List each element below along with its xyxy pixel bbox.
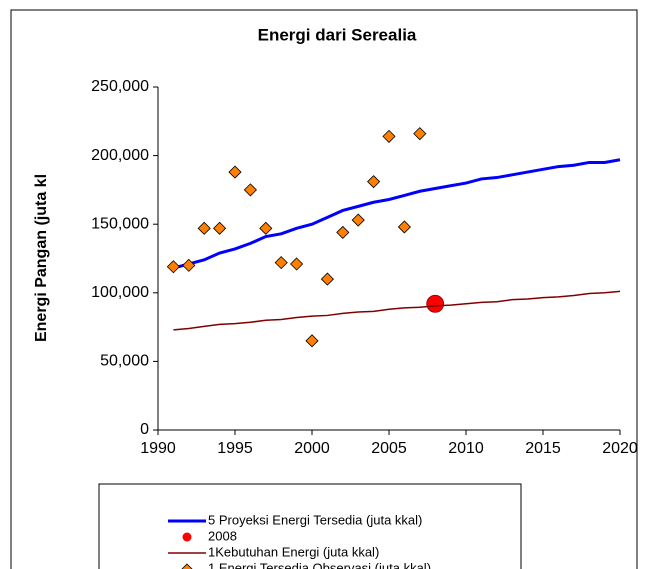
y-tick-label: 200,000 [91,147,149,164]
series-line [173,290,621,331]
legend-label: 1 Energi Tersedia Observasi (juta kkal) [208,560,431,569]
point [305,334,319,348]
point [166,260,180,274]
point [243,183,257,197]
x-tick-label: 1990 [140,440,176,457]
chart-frame [10,9,638,569]
point [259,221,273,235]
point [382,129,396,143]
point [351,213,365,227]
point [213,221,227,235]
point [182,258,196,272]
point [397,220,411,234]
x-tick-label: 2010 [448,440,484,457]
legend-label: 2008 [208,528,237,543]
x-tick-label: 2015 [525,440,561,457]
y-axis-label: Energi Pangan (juta kl [33,174,50,342]
x-tick-label: 2000 [294,440,330,457]
legend-swatch [182,532,192,542]
y-tick-label: 100,000 [91,284,149,301]
x-tick-label: 1995 [217,440,253,457]
legend-label: 1Kebutuhan Energi (juta kkal) [208,544,379,559]
point [413,127,427,141]
series-line [173,158,621,270]
legend-box [98,483,522,569]
y-tick-label: 150,000 [91,215,149,232]
chart-title: Energi dari Serealia [258,25,417,44]
point [336,225,350,239]
legend-swatch [181,563,193,569]
y-tick-label: 0 [140,421,149,438]
legend-label: 5 Proyeksi Energi Tersedia (juta kkal) [208,512,422,527]
y-tick-label: 250,000 [91,78,149,95]
point [274,256,288,270]
point [367,175,381,189]
point [228,165,242,179]
point [320,272,334,286]
x-tick-label: 2020 [602,440,638,457]
y-tick-label: 50,000 [100,353,149,370]
point [426,294,445,313]
point [197,221,211,235]
point [290,257,304,271]
x-tick-label: 2005 [371,440,407,457]
